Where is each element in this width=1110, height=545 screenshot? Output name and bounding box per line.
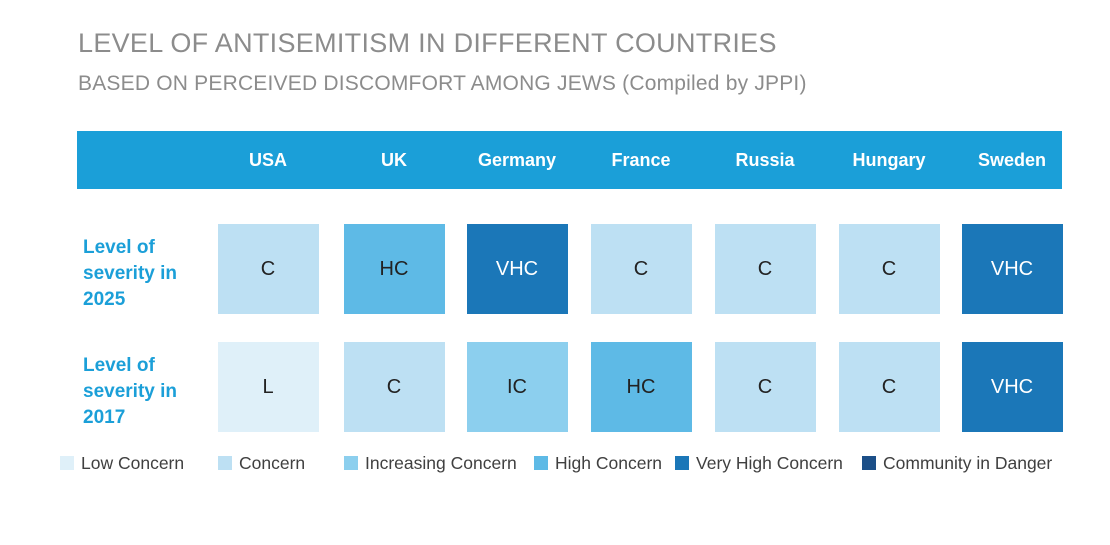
legend-item-ic: Increasing Concern [344,452,517,474]
legend-swatch [344,456,358,470]
cell-sweden-row0: VHC [961,224,1063,314]
column-header-hungary: Hungary [852,149,926,170]
row-label-0: Level of severity in 2025 [83,237,177,310]
legend-swatch [534,456,548,470]
column-header-russia: Russia [735,149,795,170]
legend-label: Low Concern [81,452,185,473]
cell-usa-row1: L [217,342,319,432]
cell-germany-row0: VHC [466,224,568,314]
cell-usa-row0: C [217,224,319,314]
legend-label: Increasing Concern [365,452,517,473]
legend-item-c: Concern [218,452,305,474]
column-header-bar [77,131,1062,189]
cell-france-row1: HC [590,342,692,432]
column-header-sweden: Sweden [977,149,1047,170]
legend-swatch [675,456,689,470]
cell-russia-row0: C [714,224,816,314]
column-header-france: France [611,149,671,170]
cell-uk-row1: C [343,342,445,432]
legend-item-hc: High Concern [534,452,662,474]
legend-swatch [862,456,876,470]
legend-item-vhc: Very High Concern [675,452,843,474]
legend-label: Concern [239,452,306,473]
cell-hungary-row1: C [838,342,940,432]
legend-swatch [60,456,74,470]
row-label-1: Level of severity in 2017 [83,355,177,428]
chart-title: LEVEL OF ANTISEMITISM IN DIFFERENT COUNT… [78,28,777,58]
cell-sweden-row1: VHC [961,342,1063,432]
cell-uk-row0: HC [343,224,445,314]
column-header-germany: Germany [477,149,557,170]
legend-item-l: Low Concern [60,452,184,474]
legend-swatch [218,456,232,470]
legend-label: High Concern [555,452,662,473]
column-header-uk: UK [381,149,407,170]
legend-item-cd: Community in Danger [862,452,1052,474]
column-header-usa: USA [248,149,287,170]
cell-france-row0: C [590,224,692,314]
legend-label: Very High Concern [696,452,843,473]
cell-hungary-row0: C [838,224,940,314]
cell-germany-row1: IC [466,342,568,432]
cell-russia-row1: C [714,342,816,432]
chart-subtitle: BASED ON PERCEIVED DISCOMFORT AMONG JEWS… [78,72,807,95]
legend-label: Community in Danger [883,452,1053,473]
